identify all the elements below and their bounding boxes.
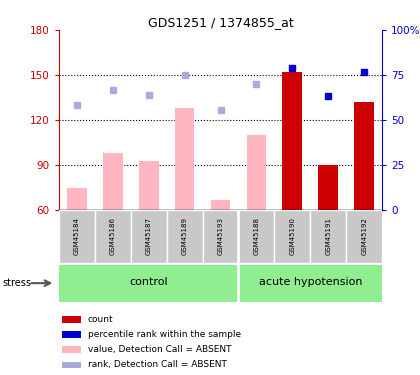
Bar: [62, 362, 81, 368]
Text: GSM45191: GSM45191: [326, 217, 331, 255]
Bar: [62, 346, 81, 353]
Text: count: count: [88, 315, 113, 324]
Bar: [318, 165, 338, 210]
Bar: [247, 135, 266, 210]
Text: value, Detection Call = ABSENT: value, Detection Call = ABSENT: [88, 345, 231, 354]
Bar: [239, 210, 274, 262]
Bar: [310, 210, 346, 262]
Title: GDS1251 / 1374855_at: GDS1251 / 1374855_at: [147, 16, 294, 29]
Text: GSM45193: GSM45193: [218, 217, 223, 255]
Text: GSM45188: GSM45188: [253, 217, 260, 255]
Bar: [202, 210, 239, 262]
Text: GSM45184: GSM45184: [74, 217, 80, 255]
Bar: [103, 153, 123, 210]
Text: rank, Detection Call = ABSENT: rank, Detection Call = ABSENT: [88, 360, 227, 369]
Text: GSM45190: GSM45190: [289, 217, 295, 255]
Text: percentile rank within the sample: percentile rank within the sample: [88, 330, 241, 339]
Text: GSM45187: GSM45187: [146, 217, 152, 255]
Bar: [346, 210, 382, 262]
Bar: [139, 160, 158, 210]
Text: GSM45186: GSM45186: [110, 217, 116, 255]
Text: control: control: [129, 277, 168, 287]
Bar: [131, 210, 167, 262]
Bar: [62, 331, 81, 338]
Text: stress: stress: [2, 278, 31, 288]
Bar: [167, 210, 202, 262]
Bar: [274, 210, 310, 262]
Bar: [210, 200, 231, 210]
Bar: [354, 102, 374, 210]
Bar: [95, 210, 131, 262]
Text: acute hypotension: acute hypotension: [259, 277, 362, 287]
Bar: [239, 265, 382, 302]
Bar: [67, 188, 87, 210]
Text: GSM45192: GSM45192: [361, 217, 367, 255]
Bar: [283, 72, 302, 210]
Bar: [175, 108, 194, 210]
Text: GSM45189: GSM45189: [181, 217, 188, 255]
Bar: [59, 210, 95, 262]
Bar: [62, 316, 81, 323]
Bar: [59, 265, 239, 302]
